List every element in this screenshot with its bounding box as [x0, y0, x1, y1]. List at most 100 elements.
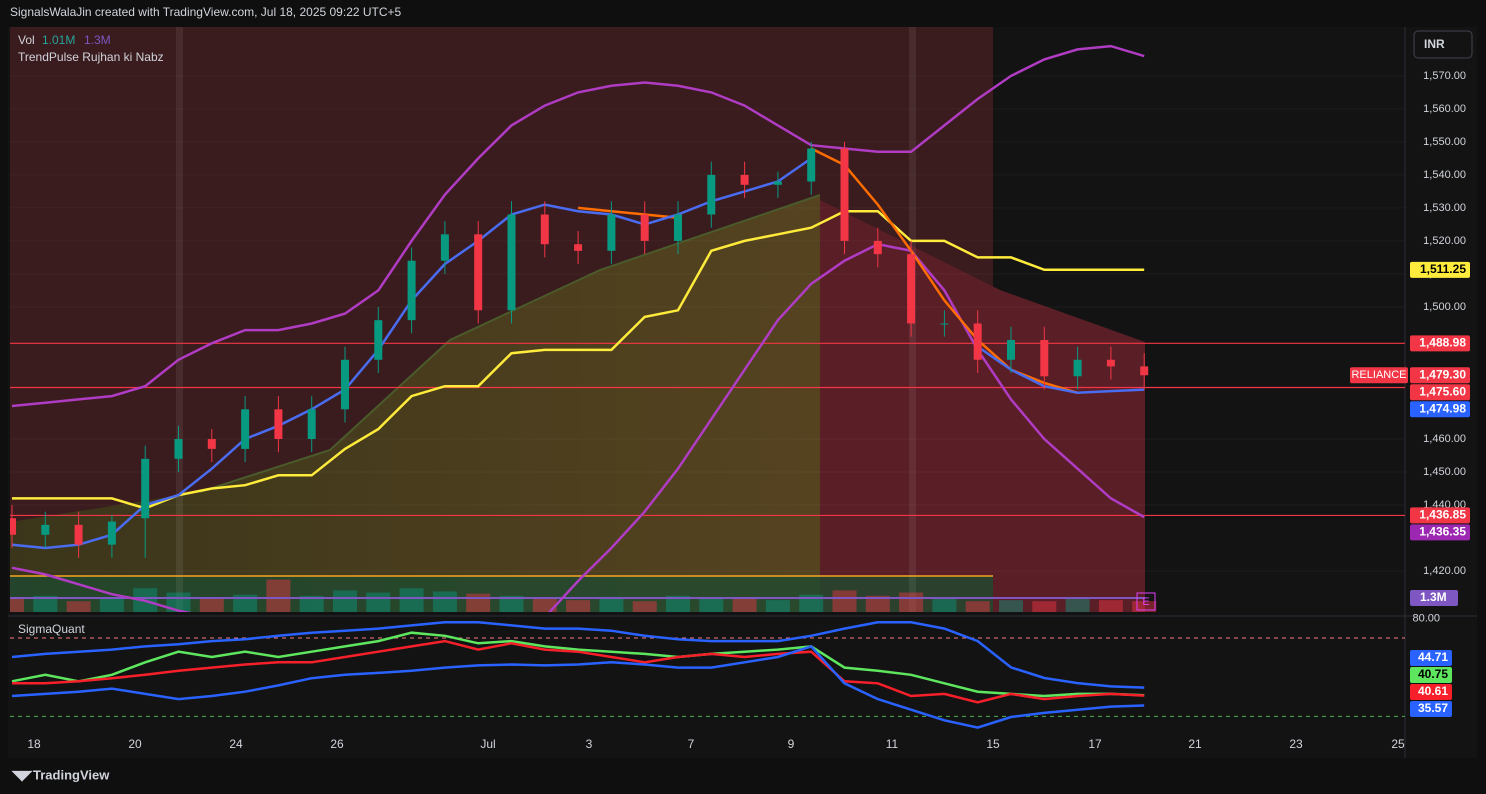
volume-bar [799, 594, 824, 612]
candle-body [873, 240, 882, 255]
legend-vol-value: 1.01M [42, 33, 75, 47]
zone-olive [10, 195, 820, 612]
candle-body [41, 524, 50, 535]
y-tick-label: 1,450.00 [1423, 466, 1466, 478]
volume-bar [532, 599, 557, 612]
value-tag [1410, 701, 1452, 717]
price-tag-label: 1,479.30 [1419, 367, 1466, 381]
candle-body [707, 174, 716, 215]
price-tag [1410, 401, 1470, 418]
candle-body [207, 439, 216, 449]
candle-body [474, 234, 483, 311]
legend-vol-ma: 1.3M [84, 33, 111, 47]
y-tick-label: 1,560.00 [1423, 103, 1466, 115]
price-tag [1410, 507, 1470, 524]
price-tag-label: 1,436.85 [1419, 508, 1466, 522]
highlight-stripe [176, 27, 183, 612]
candle-body [640, 214, 649, 241]
candle-body [107, 521, 116, 545]
candle-body [507, 214, 516, 311]
candle-body [141, 458, 150, 519]
zone-red-right [820, 200, 1145, 612]
y-tick-label: 1,540.00 [1423, 169, 1466, 181]
price-tag-label: 1,488.98 [1419, 336, 1466, 350]
candle-body [1040, 339, 1049, 377]
volume-bar [199, 599, 224, 612]
candle-body [440, 234, 449, 261]
value-tag [1410, 684, 1452, 700]
x-tick-label: 25 [1391, 737, 1405, 751]
volume-bar [1132, 601, 1157, 612]
oscillator-pane [10, 621, 1405, 729]
x-tick-label: 17 [1088, 737, 1102, 751]
indicator-line [11, 631, 1145, 698]
x-tick-label: 24 [229, 737, 243, 751]
price-tag-label: 1,511.25 [1420, 262, 1466, 276]
y-tick-label: 1,460.00 [1423, 433, 1466, 445]
volume-ma-tag [1410, 590, 1458, 606]
legend-indicator: TrendPulse Rujhan ki Nabz [18, 50, 164, 64]
y-tick-label: 1,570.00 [1423, 70, 1466, 82]
footer: TradingView [33, 767, 110, 782]
volume-bar [1065, 599, 1090, 612]
y-tick-label: 1,530.00 [1423, 202, 1466, 214]
volume-bar [499, 595, 524, 612]
x-tick-label: 23 [1289, 737, 1303, 751]
x-tick-label: 21 [1188, 737, 1202, 751]
x-tick-label: 7 [688, 737, 695, 751]
candle-body [74, 524, 83, 545]
candle-body [341, 359, 349, 410]
candle-body [940, 323, 949, 325]
x-tick-label: 20 [128, 737, 142, 751]
price-pane [10, 44, 1405, 612]
y-tick-label: 1,420.00 [1423, 565, 1466, 577]
volume-bar [765, 600, 790, 612]
cloud-line [199, 194, 821, 493]
indicator-line [11, 44, 1145, 408]
symbol-tag-label: RELIANCE [1351, 369, 1406, 381]
event-marker-text[interactable]: E [1142, 596, 1149, 608]
volume-bar [99, 597, 124, 612]
volume-bar [399, 588, 424, 612]
candle-body [241, 409, 250, 449]
currency-button[interactable] [1413, 30, 1473, 59]
price-tag-label: 1,474.98 [1419, 401, 1466, 415]
x-tick-label: Jul [480, 737, 495, 751]
candle-body [674, 214, 682, 241]
candle-body [807, 148, 816, 182]
candle-body [1007, 339, 1015, 360]
volume-bar [732, 599, 757, 612]
indicator-line [12, 209, 1145, 510]
y-tick-label: 1,500.00 [1423, 301, 1466, 313]
candle-body [407, 260, 416, 321]
volume-bar [999, 600, 1023, 612]
price-tag [1410, 524, 1470, 541]
volume-ma-tag-label: 1.3M [1420, 590, 1447, 604]
price-tag [1410, 384, 1470, 401]
zone-green [10, 576, 993, 612]
volume-bar [899, 592, 924, 612]
candle-body [907, 254, 916, 324]
currency[interactable]: INR [1424, 37, 1445, 51]
indicator-line [11, 644, 1145, 729]
volume-bar [832, 590, 857, 612]
price-tag [1410, 335, 1470, 352]
volume-bar [10, 599, 24, 612]
price-tag [1410, 261, 1470, 278]
volume-bar [599, 596, 624, 612]
candle-body [307, 409, 316, 440]
candle-body [540, 214, 549, 245]
volume-bar [266, 579, 291, 612]
volume-bar [366, 592, 391, 612]
indicator-line [11, 621, 1145, 689]
x-tick-label: 26 [330, 737, 344, 751]
value-tag-label: 40.61 [1418, 684, 1448, 698]
volume-bar [932, 599, 957, 612]
volume-bar [33, 595, 58, 612]
event-marker[interactable] [1136, 592, 1156, 611]
candle-body [1106, 359, 1115, 367]
x-tick-label: 11 [886, 737, 899, 751]
volume-bar [299, 595, 324, 612]
candle-body [374, 320, 383, 360]
